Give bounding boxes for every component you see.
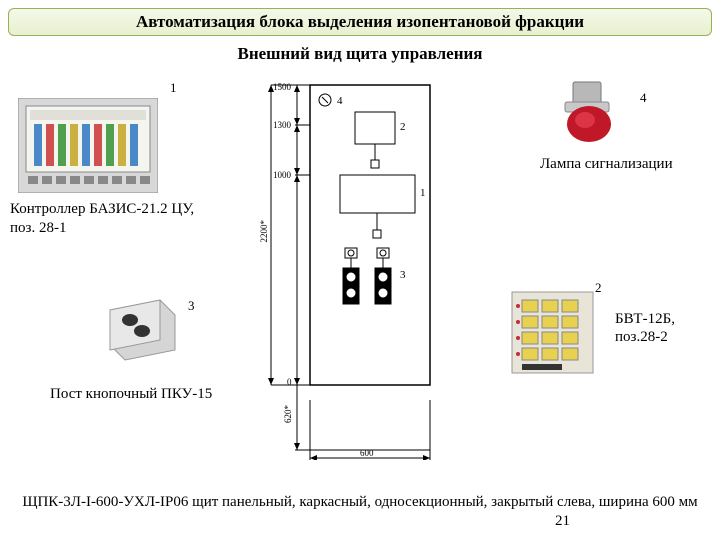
controller-photo bbox=[18, 98, 158, 193]
bvt-caption-1: БВТ-12Б, bbox=[615, 310, 675, 329]
svg-text:1: 1 bbox=[420, 187, 426, 199]
slide-title: Автоматизация блока выделения изопентано… bbox=[136, 12, 584, 32]
bvt-photo bbox=[510, 290, 595, 375]
slide-subtitle: Внешний вид щита управления bbox=[0, 44, 720, 64]
lamp-number: 4 bbox=[640, 90, 647, 106]
svg-text:3: 3 bbox=[400, 269, 406, 281]
button-post-photo bbox=[100, 295, 185, 370]
dim-1300: 1300 bbox=[273, 120, 291, 130]
panel-drawing: 4 2 1 3 bbox=[265, 80, 445, 460]
dim-620: 620* bbox=[283, 405, 293, 423]
page-number: 21 bbox=[555, 513, 570, 530]
button-post-number: 3 bbox=[188, 298, 195, 314]
dim-0: 0 bbox=[287, 377, 292, 387]
dim-2200: 2200* bbox=[259, 220, 269, 243]
dim-1500: 1500 bbox=[273, 82, 291, 92]
button-post-caption: Пост кнопочный ПКУ-15 bbox=[50, 385, 212, 404]
lamp-photo bbox=[555, 80, 625, 145]
lamp-caption: Лампа сигнализации bbox=[540, 155, 673, 174]
dim-600: 600 bbox=[360, 448, 374, 458]
panel-description: ЩПК-3Л-I-600-УХЛ-IP06 щит панельный, кар… bbox=[10, 493, 710, 513]
bvt-number: 2 bbox=[595, 280, 602, 296]
svg-text:4: 4 bbox=[337, 95, 343, 107]
bvt-caption-2: поз.28-2 bbox=[615, 328, 668, 347]
dim-1000: 1000 bbox=[273, 170, 291, 180]
svg-text:2: 2 bbox=[400, 121, 406, 133]
controller-number: 1 bbox=[170, 80, 177, 96]
controller-caption: Контроллер БАЗИС-21.2 ЦУ, поз. 28-1 bbox=[10, 200, 210, 238]
slide-header: Автоматизация блока выделения изопентано… bbox=[8, 8, 712, 36]
